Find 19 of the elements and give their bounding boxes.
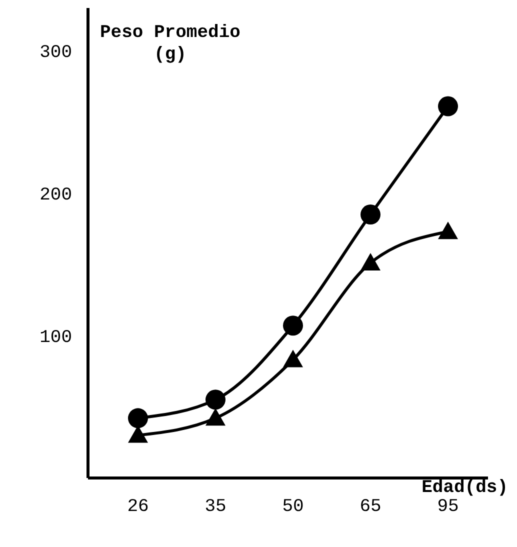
y-tick-label: 100 (40, 328, 72, 348)
x-tick-label: 65 (360, 496, 382, 517)
x-tick-label: 35 (204, 496, 226, 517)
point (206, 390, 226, 410)
point (206, 408, 226, 426)
point (283, 316, 303, 336)
y-axis-title: Peso Promedio (g) (100, 22, 240, 66)
x-tick-label: 26 (127, 496, 149, 517)
point (438, 222, 458, 240)
point (283, 350, 303, 368)
point (360, 252, 380, 270)
x-tick-label: 95 (437, 496, 459, 517)
y-tick-label: 200 (40, 186, 72, 206)
point (438, 96, 458, 116)
point (128, 408, 148, 428)
point (360, 204, 380, 225)
x-axis-title: Edad(ds) (422, 478, 508, 498)
y-tick-label: 300 (40, 43, 72, 64)
x-tick-label: 50 (282, 496, 304, 517)
